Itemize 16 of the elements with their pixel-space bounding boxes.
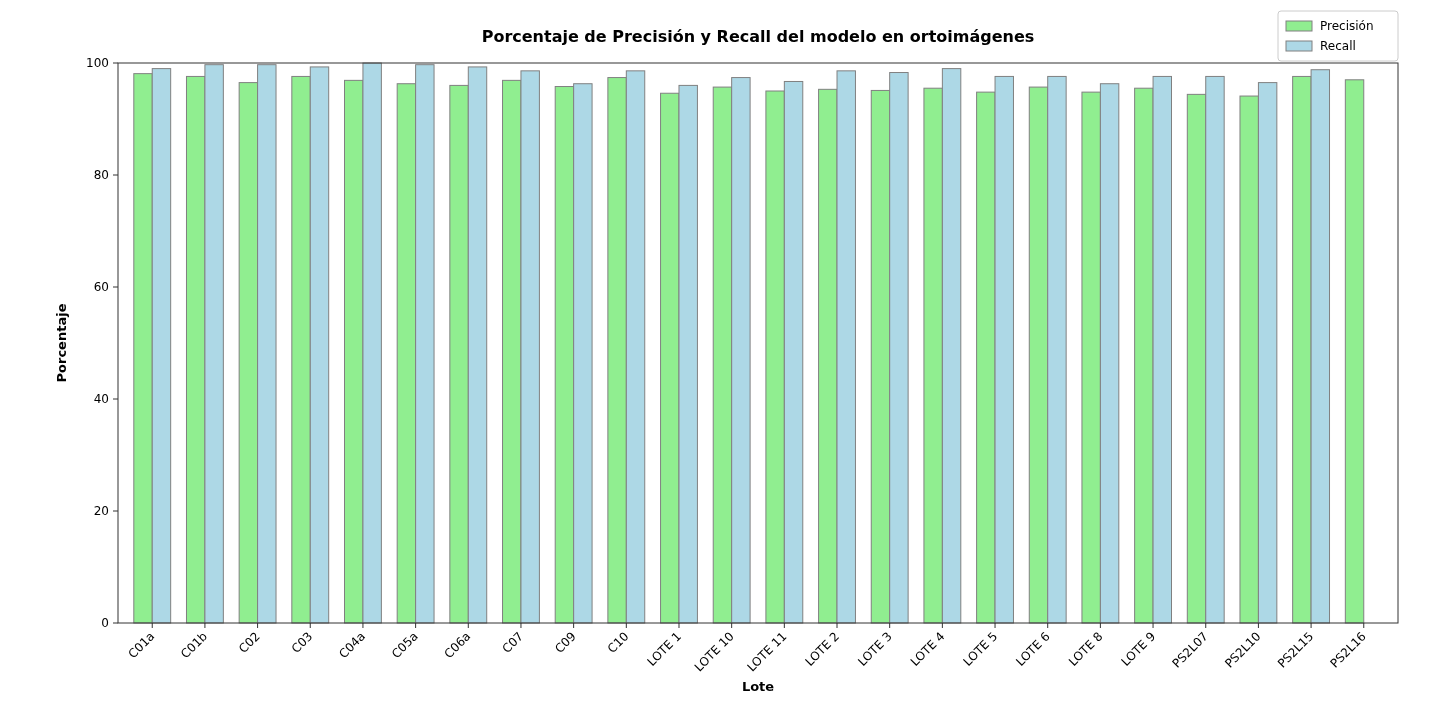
y-tick-label: 60 [93, 280, 109, 295]
y-tick-label: 20 [93, 504, 109, 519]
x-axis-title: Lote [741, 679, 775, 694]
x-tick-label: C02 [236, 629, 263, 656]
y-tick-label: 0 [101, 616, 109, 631]
chart-title: Porcentaje de Precisión y Recall del modelo en ortoimágenes [481, 27, 1035, 46]
x-tick-label: C07 [499, 629, 527, 656]
y-tick-label: 40 [93, 392, 109, 407]
legend-label: Recall [1320, 39, 1356, 53]
x-tick-label: C03 [288, 629, 316, 656]
y-axis-title: Porcentaje [54, 303, 69, 383]
y-tick-label: 100 [86, 56, 109, 71]
legend-label: Precisión [1320, 19, 1374, 33]
x-tick-label: C09 [552, 629, 579, 656]
y-tick-label: 80 [93, 168, 109, 183]
x-tick-label: C10 [604, 629, 632, 656]
